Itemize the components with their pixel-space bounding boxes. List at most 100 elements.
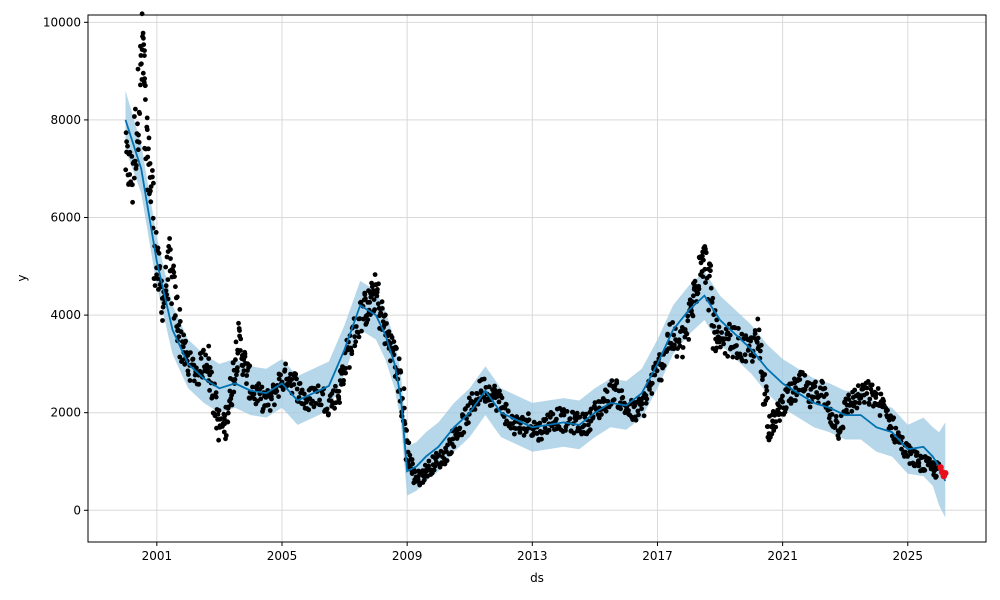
- observed-point: [317, 397, 322, 403]
- observed-point: [599, 412, 604, 417]
- observed-point: [185, 368, 191, 374]
- observed-point: [371, 297, 377, 302]
- observed-point: [142, 48, 147, 53]
- observed-point: [148, 184, 154, 190]
- observed-point: [247, 363, 253, 369]
- observed-point: [180, 344, 186, 350]
- observed-point: [150, 215, 156, 221]
- observed-point: [301, 391, 307, 397]
- observed-point: [652, 372, 658, 378]
- observed-point: [685, 313, 691, 319]
- observed-point: [209, 369, 215, 375]
- observed-point: [521, 432, 527, 438]
- observed-point: [649, 380, 655, 386]
- observed-point: [394, 345, 399, 351]
- observed-point: [130, 199, 136, 205]
- observed-point: [343, 366, 348, 371]
- observed-point: [793, 385, 798, 390]
- observed-point: [365, 317, 371, 323]
- observed-point: [206, 356, 212, 361]
- observed-point: [442, 461, 448, 467]
- observed-point: [145, 154, 151, 160]
- observed-point: [706, 307, 712, 313]
- observed-point: [757, 348, 763, 354]
- observed-point: [444, 458, 450, 463]
- observed-point: [820, 380, 825, 385]
- observed-point: [139, 61, 144, 67]
- observed-point: [833, 414, 839, 419]
- observed-point: [142, 76, 148, 81]
- plot-frame: [87, 14, 987, 543]
- observed-point: [609, 378, 615, 383]
- y-tick-label: 0: [73, 503, 81, 517]
- observed-point: [654, 368, 660, 374]
- observed-point: [582, 422, 587, 428]
- observed-point: [153, 230, 159, 235]
- observed-point: [914, 450, 920, 455]
- observed-point: [526, 417, 532, 423]
- observed-point: [700, 253, 705, 259]
- observed-point: [866, 402, 872, 407]
- observed-point: [517, 430, 523, 435]
- observed-point: [332, 405, 337, 411]
- observed-point: [359, 328, 364, 334]
- observed-point: [150, 174, 155, 180]
- x-tick-label: 2009: [392, 549, 423, 563]
- latest-point: [942, 470, 949, 477]
- observed-point: [353, 339, 359, 345]
- observed-point: [680, 354, 685, 360]
- observed-point: [714, 345, 719, 351]
- observed-point: [633, 417, 639, 423]
- observed-point: [586, 422, 591, 428]
- observed-point: [618, 406, 623, 412]
- observed-point: [172, 274, 177, 279]
- observed-point: [194, 365, 199, 371]
- observed-point: [889, 425, 894, 431]
- observed-point: [140, 70, 146, 76]
- observed-point: [512, 431, 517, 437]
- observed-point: [806, 380, 812, 386]
- observed-point: [136, 132, 141, 138]
- observed-point: [129, 154, 135, 159]
- observed-point: [144, 127, 150, 133]
- observed-point: [547, 414, 553, 420]
- observed-point: [391, 339, 397, 344]
- observed-point: [330, 388, 336, 394]
- observed-point: [216, 437, 222, 443]
- observed-point: [147, 161, 153, 166]
- observed-point: [409, 457, 415, 462]
- y-tick-label: 2000: [50, 406, 81, 420]
- observed-point: [155, 276, 161, 282]
- y-axis-ticks: 0 2000 4000 6000 8000 10000: [43, 15, 88, 517]
- observed-point: [486, 384, 492, 390]
- observed-point: [233, 357, 238, 363]
- observed-point: [232, 377, 238, 382]
- observed-point: [182, 361, 188, 367]
- observed-point: [846, 397, 852, 402]
- observed-point: [867, 396, 873, 402]
- observed-point: [142, 83, 148, 88]
- observed-point: [891, 415, 897, 421]
- observed-point: [611, 397, 617, 402]
- x-tick-label: 2005: [267, 549, 298, 563]
- observed-point: [167, 236, 173, 241]
- observed-point: [404, 428, 409, 433]
- observed-point: [148, 199, 154, 205]
- observed-point: [372, 307, 377, 312]
- observed-point: [148, 188, 153, 194]
- observed-point: [426, 463, 431, 469]
- observed-point: [177, 319, 183, 324]
- observed-point: [672, 342, 677, 348]
- observed-point: [504, 418, 509, 424]
- observed-point: [885, 407, 890, 413]
- observed-point: [216, 408, 222, 413]
- latest-points-layer: [937, 464, 949, 480]
- x-tick-label: 2025: [893, 549, 924, 563]
- observed-point: [398, 369, 404, 375]
- observed-point: [372, 272, 378, 277]
- observed-point: [734, 355, 740, 361]
- observed-point: [183, 338, 189, 344]
- observed-point: [349, 351, 355, 357]
- observed-point: [861, 400, 867, 405]
